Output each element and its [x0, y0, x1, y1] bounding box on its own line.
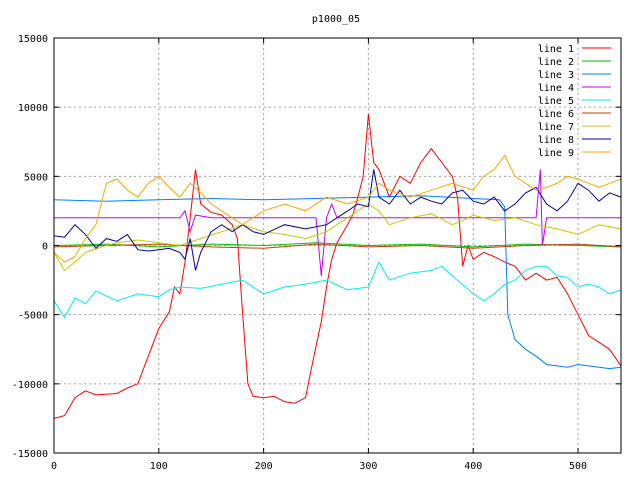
series-line-3	[53, 195, 622, 370]
y-tick-label: 10000	[18, 103, 48, 114]
y-tick-label: 0	[42, 242, 48, 253]
series-line-7	[53, 203, 622, 272]
legend-label: line 5	[538, 96, 574, 107]
legend: line 1 line 2 line 3 line 4 line 5 line 6 line…	[538, 44, 611, 159]
legend-label: line 7	[538, 122, 574, 133]
legend-label: line 2	[538, 57, 574, 68]
x-tick-label: 500	[569, 461, 587, 472]
y-tick-label: -5000	[18, 311, 48, 322]
y-tick-label: -10000	[12, 380, 48, 391]
legend-label: line 4	[538, 83, 574, 94]
legend-label: line 6	[538, 109, 574, 120]
legend-label: line 3	[538, 70, 574, 81]
chart-title: p1000_05	[312, 14, 360, 25]
series-layer	[53, 114, 622, 419]
y-tick-label: 5000	[24, 172, 48, 183]
legend-label: line 9	[538, 148, 574, 159]
series-line-8	[53, 169, 622, 271]
tick-labels: 0 100 200 300 400 500 -15000 -10000 -5000 0 5000 10…	[12, 34, 621, 472]
series-line-2	[53, 242, 622, 248]
series-line-4	[54, 169, 621, 276]
x-tick-label: 200	[255, 461, 273, 472]
grid	[54, 38, 621, 453]
y-tick-label: -15000	[12, 449, 48, 460]
x-tick-label: 300	[359, 461, 377, 472]
series-line-9	[53, 154, 622, 263]
x-tick-label: 400	[464, 461, 482, 472]
legend-label: line 8	[538, 135, 574, 146]
series-line-6	[53, 243, 622, 249]
legend-label: line 1	[538, 44, 574, 55]
x-tick-label: 0	[51, 461, 57, 472]
x-tick-label: 100	[150, 461, 168, 472]
y-tick-label: 15000	[18, 34, 48, 45]
series-line-5	[53, 260, 622, 319]
